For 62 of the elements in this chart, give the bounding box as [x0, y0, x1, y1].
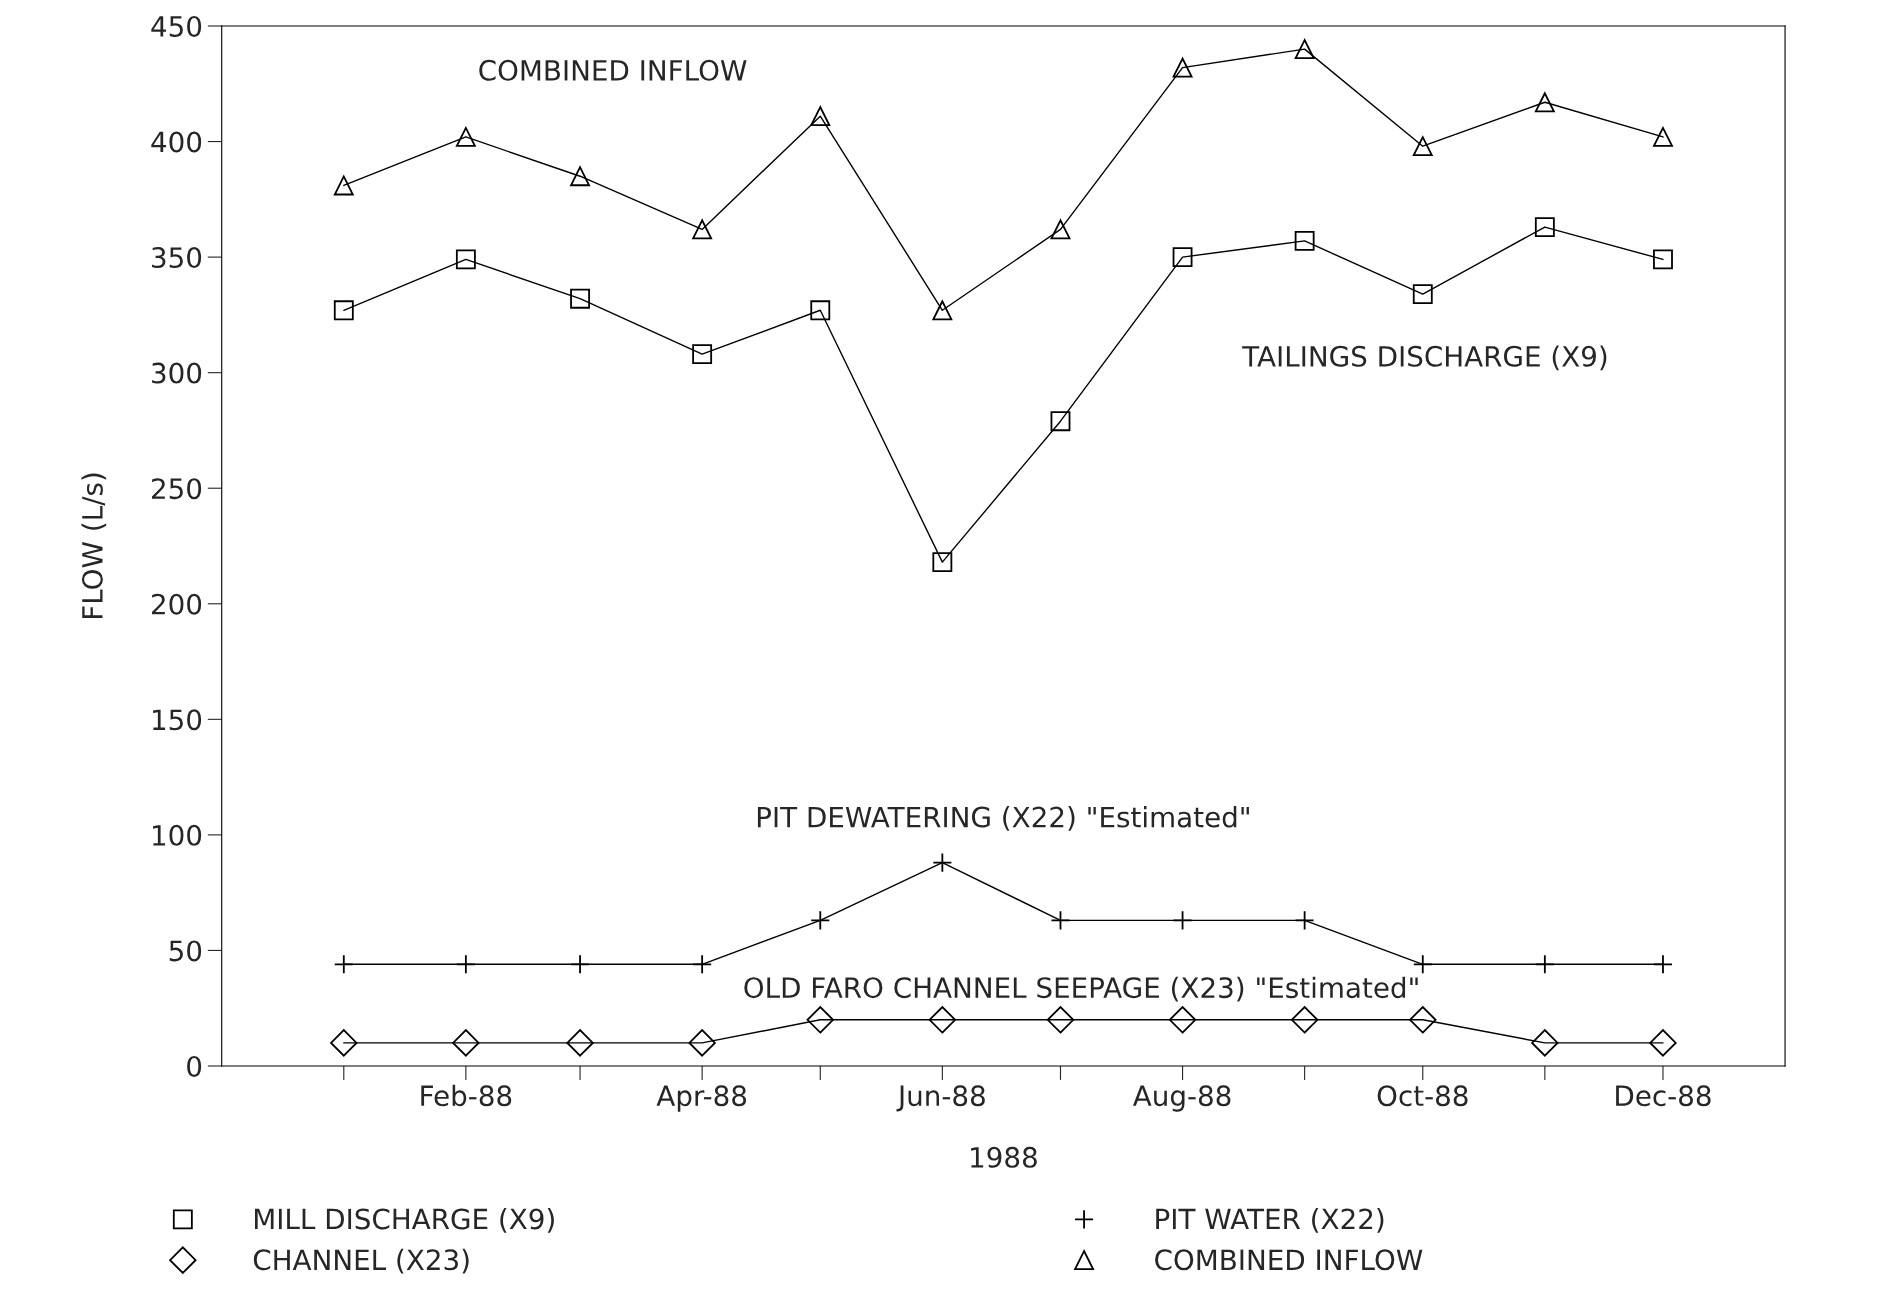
point	[810, 300, 831, 321]
y-tick-label: 300	[152, 362, 202, 384]
y-tick-label: 350	[152, 247, 202, 269]
point	[1409, 1006, 1437, 1034]
point	[1172, 57, 1193, 78]
x-tick-label: Jun-88	[896, 1085, 985, 1112]
point	[566, 1029, 594, 1057]
point	[1168, 1006, 1197, 1034]
point	[1653, 127, 1673, 147]
y-tick-label: 400	[151, 131, 202, 153]
point	[570, 288, 590, 309]
point	[932, 552, 953, 573]
legend-label: PIT WATER (X22)	[1156, 1208, 1384, 1233]
point	[333, 175, 354, 196]
point	[1172, 247, 1193, 268]
y-axis-title: FLOW (L/s)	[81, 473, 107, 619]
x-tick-label: Apr-88	[656, 1085, 747, 1112]
point	[1294, 39, 1315, 60]
legend-label: MILL DISCHARGE (X9)	[255, 1208, 554, 1233]
point	[455, 127, 476, 147]
point	[333, 300, 354, 321]
point	[1534, 92, 1555, 113]
x-tick-label: Oct-88	[1377, 1085, 1468, 1107]
point	[452, 1029, 480, 1057]
x-axis-title: 1988	[971, 1146, 1037, 1168]
x-tick-label: Aug-88	[1132, 1085, 1231, 1112]
point	[1534, 217, 1555, 237]
point	[570, 166, 590, 187]
point	[928, 1006, 957, 1034]
y-tick-label: 50	[169, 940, 202, 962]
point	[1050, 219, 1071, 240]
y-tick-label: 450	[151, 15, 202, 37]
annotation: TAILINGS DISCHARGE (X9)	[1242, 345, 1607, 371]
x-tick-label: Dec-88	[1616, 1085, 1711, 1107]
point	[1046, 1006, 1075, 1034]
point	[455, 249, 476, 270]
point	[330, 1029, 358, 1057]
annotation: PIT DEWATERING (X22) "Estimated"	[757, 806, 1249, 831]
y-tick-label: 0	[187, 1055, 202, 1077]
point	[932, 300, 953, 321]
point	[1649, 1029, 1677, 1057]
point	[810, 106, 831, 127]
point	[1531, 1029, 1559, 1057]
point	[1412, 284, 1433, 305]
point	[692, 219, 713, 240]
point	[1653, 249, 1673, 270]
y-tick-label: 100	[153, 824, 202, 846]
point	[1290, 1006, 1319, 1034]
y-tick-label: 250	[151, 478, 202, 500]
point	[688, 1029, 716, 1057]
point	[692, 344, 713, 365]
annotation: OLD FARO CHANNEL SEEPAGE (X23) "Estimated"	[744, 976, 1418, 1002]
y-tick-label: 150	[153, 709, 202, 731]
point	[1412, 136, 1433, 157]
annotation: COMBINED INFLOW	[479, 59, 747, 81]
legend-label: COMBINED INFLOW	[1155, 1249, 1423, 1271]
point	[1294, 231, 1315, 251]
x-tick-label: Feb-88	[421, 1084, 512, 1107]
point	[806, 1006, 834, 1034]
point	[1050, 411, 1071, 432]
y-tick-label: 200	[151, 593, 202, 615]
legend-label: CHANNEL (X23)	[253, 1248, 469, 1274]
